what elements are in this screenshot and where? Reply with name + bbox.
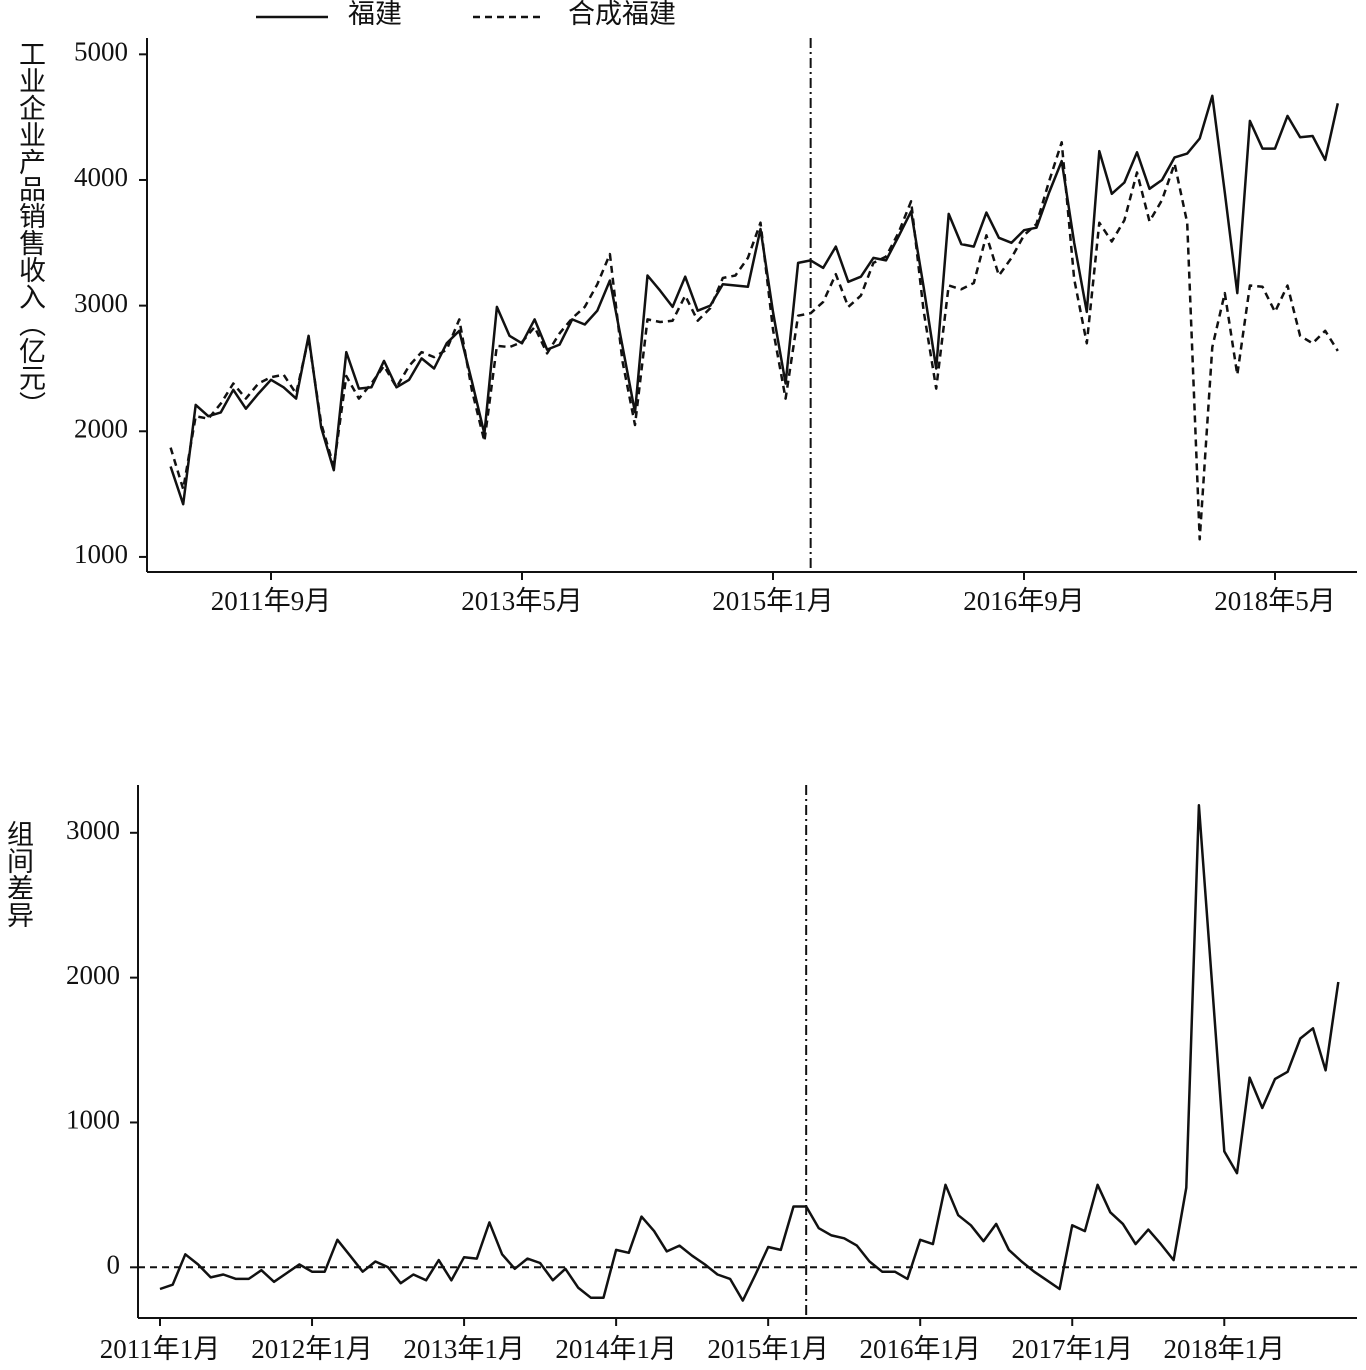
x-tick-label: 2016年9月 — [963, 586, 1085, 616]
y-tick-label: 2000 — [74, 413, 128, 443]
x-tick-label: 2011年9月 — [211, 586, 332, 616]
y-tick-label: 1000 — [66, 1105, 120, 1135]
y-axis-label: 工业企业产品销售收入（亿元） — [15, 40, 46, 418]
legend-label: 合成福建 — [568, 0, 676, 29]
x-tick-label: 2011年1月 — [100, 1334, 221, 1364]
y-tick-label: 1000 — [74, 539, 128, 569]
x-tick-label: 2015年1月 — [712, 586, 834, 616]
x-tick-label: 2018年1月 — [1164, 1334, 1286, 1364]
legend-label: 福建 — [348, 0, 402, 29]
y-tick-label: 3000 — [66, 815, 120, 845]
series-line — [169, 141, 1339, 541]
y-tick-label: 3000 — [74, 288, 128, 318]
y-tick-label: 5000 — [74, 37, 128, 67]
x-tick-label: 2012年1月 — [251, 1334, 373, 1364]
x-tick-label: 2017年1月 — [1011, 1334, 1133, 1364]
x-tick-label: 2014年1月 — [555, 1334, 677, 1364]
y-axis-label: 组间差异 — [3, 820, 33, 928]
y-tick-label: 4000 — [74, 162, 128, 192]
x-tick-label: 2013年1月 — [403, 1334, 525, 1364]
y-tick-label: 0 — [107, 1250, 121, 1280]
y-tick-label: 2000 — [66, 960, 120, 990]
x-tick-label: 2016年1月 — [859, 1334, 981, 1364]
x-tick-label: 2015年1月 — [707, 1334, 829, 1364]
series-line — [159, 804, 1340, 1302]
x-tick-label: 2013年5月 — [461, 586, 583, 616]
series-line — [169, 94, 1340, 506]
x-tick-label: 2018年5月 — [1214, 586, 1336, 616]
